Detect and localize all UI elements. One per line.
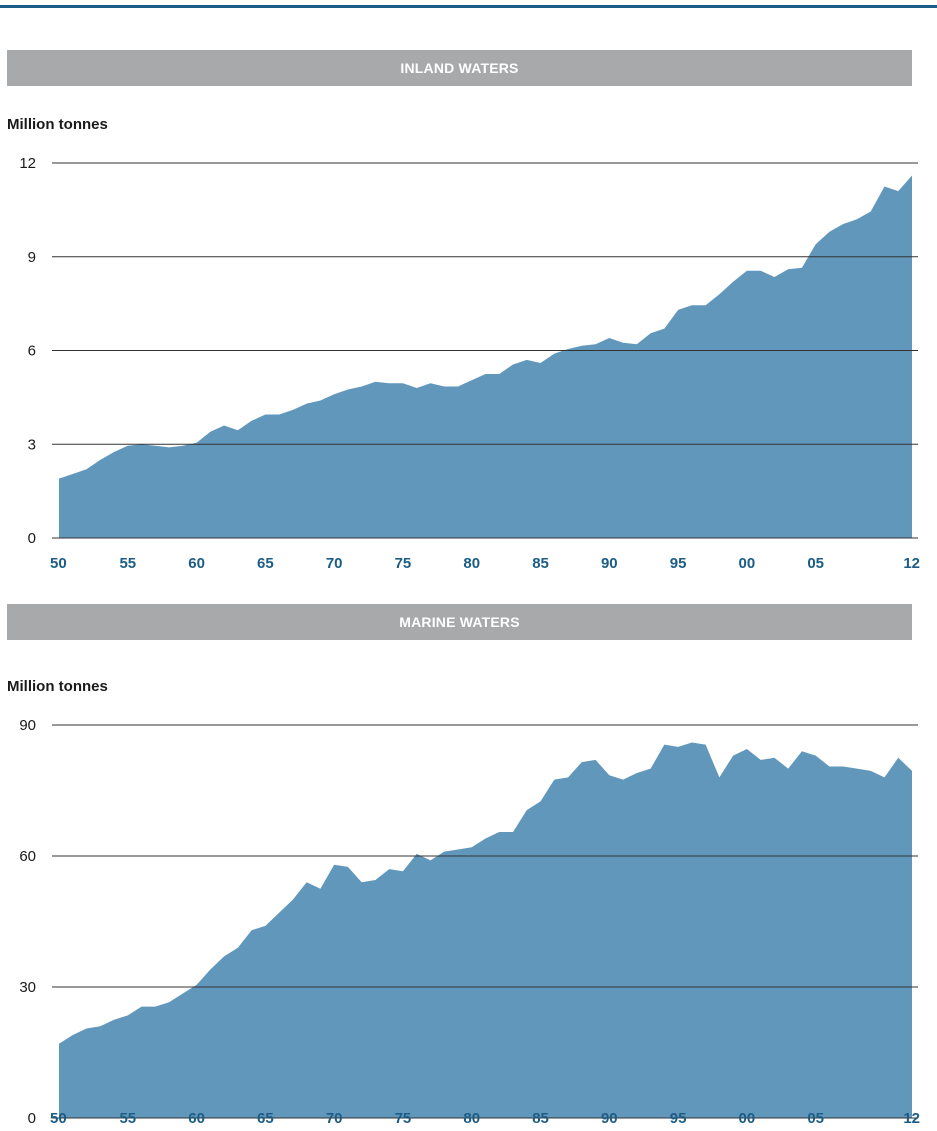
marine-x-tick-label: 65	[257, 1110, 274, 1127]
marine-x-tick-label: 00	[739, 1110, 756, 1127]
marine-x-tick-label: 75	[395, 1110, 412, 1127]
inland-x-tick-label: 60	[188, 555, 205, 572]
inland-y-tick-label: 6	[28, 343, 36, 360]
top-rule	[0, 5, 937, 8]
marine-x-tick-label: 95	[670, 1110, 687, 1127]
marine-x-tick-label: 55	[119, 1110, 136, 1127]
inland-x-tick-label: 50	[50, 555, 67, 572]
marine-y-tick-label: 60	[19, 848, 36, 865]
inland-x-tick-label: 90	[601, 555, 618, 572]
marine-x-tick-label: 12	[903, 1110, 920, 1127]
marine-area-series	[59, 742, 912, 1118]
marine-x-tick-label: 05	[807, 1110, 824, 1127]
marine-y-tick-label: 30	[19, 979, 36, 996]
marine-x-tick-label: 70	[326, 1110, 343, 1127]
inland-x-tick-label: 85	[532, 555, 549, 572]
inland-y-tick-label: 12	[19, 155, 36, 172]
inland-x-tick-label: 65	[257, 555, 274, 572]
inland-waters-chart: 0 3 6 9 12 50 55 60 65 70 75 80 85 90 95 00 05 12	[19, 155, 920, 572]
inland-x-tick-label: 55	[119, 555, 136, 572]
inland-x-tick-label: 95	[670, 555, 687, 572]
inland-waters-header: INLAND WATERS	[7, 50, 912, 86]
inland-x-tick-label: 12	[903, 555, 920, 572]
marine-x-tick-label: 60	[188, 1110, 205, 1127]
marine-y-tick-label: 90	[19, 717, 36, 734]
inland-y-tick-label: 9	[28, 249, 36, 266]
inland-x-tick-label: 70	[326, 555, 343, 572]
marine-waters-ylabel: Million tonnes	[7, 678, 108, 695]
marine-x-tick-label: 80	[463, 1110, 480, 1127]
inland-y-tick-label: 3	[28, 436, 36, 453]
marine-y-tick-label: 0	[28, 1110, 36, 1127]
marine-x-tick-label: 90	[601, 1110, 618, 1127]
inland-x-tick-label: 75	[395, 555, 412, 572]
marine-waters-chart: 0 30 60 90 50 55 60 65 70 75 80 85 90 95 00 05 12	[19, 717, 920, 1127]
inland-area-series	[59, 175, 912, 538]
marine-x-tick-label: 85	[532, 1110, 549, 1127]
inland-x-tick-label: 80	[463, 555, 480, 572]
inland-y-tick-label: 0	[28, 530, 36, 547]
inland-waters-ylabel: Million tonnes	[7, 116, 108, 133]
marine-waters-header: MARINE WATERS	[7, 604, 912, 640]
marine-x-tick-label: 50	[50, 1110, 67, 1127]
inland-x-tick-label: 05	[807, 555, 824, 572]
inland-x-tick-label: 00	[739, 555, 756, 572]
